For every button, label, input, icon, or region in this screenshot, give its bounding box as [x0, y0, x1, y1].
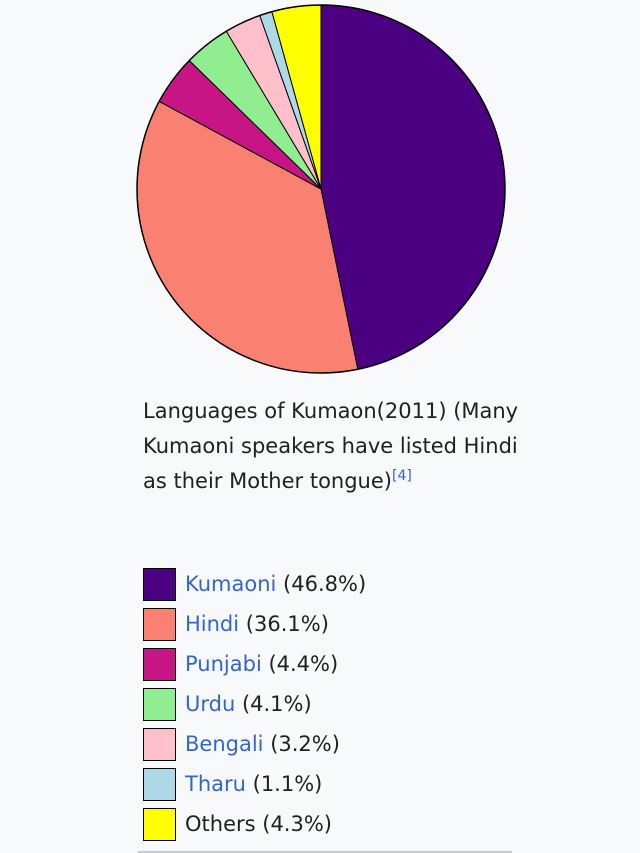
- legend-label-link[interactable]: Tharu: [185, 772, 246, 796]
- legend-swatch: [143, 767, 176, 801]
- citation-link[interactable]: [4]: [391, 468, 412, 484]
- pie-outline: [136, 4, 506, 374]
- legend-value: (4.3%): [255, 812, 332, 836]
- legend-value: (36.1%): [239, 612, 329, 636]
- legend-text: Kumaoni (46.8%): [185, 572, 366, 596]
- legend-label-link[interactable]: Bengali: [185, 732, 264, 756]
- legend-label-link[interactable]: Hindi: [185, 612, 240, 636]
- legend-swatch: [143, 807, 176, 841]
- legend-swatch: [143, 567, 176, 601]
- legend-item-tharu: Tharu (1.1%): [143, 764, 523, 804]
- legend-value: (1.1%): [245, 772, 323, 796]
- legend-swatch: [143, 687, 176, 721]
- legend-label-link[interactable]: Urdu: [185, 692, 236, 716]
- legend-value: (4.4%): [261, 652, 339, 676]
- legend-swatch: [143, 647, 176, 681]
- legend-value: (3.2%): [263, 732, 340, 756]
- legend-item-punjabi: Punjabi (4.4%): [143, 644, 523, 684]
- chart-caption: Languages of Kumaon(2011) (Many Kumaoni …: [143, 394, 523, 499]
- legend-item-bengali: Bengali (3.2%): [143, 724, 523, 764]
- chart-legend: Kumaoni (46.8%) Hindi (36.1%) Punjabi (4.4…: [143, 564, 523, 844]
- legend-item-kumaoni: Kumaoni (46.8%): [143, 564, 523, 604]
- legend-item-urdu: Urdu (4.1%): [143, 684, 523, 724]
- legend-swatch: [143, 727, 176, 761]
- legend-label-link[interactable]: Kumaoni: [185, 572, 277, 596]
- pie-slice-kumaoni: [320, 4, 506, 370]
- legend-value: (46.8%): [276, 572, 367, 596]
- legend-text: Others (4.3%): [185, 812, 332, 836]
- pie-chart: [136, 4, 506, 374]
- caption-text: Languages of Kumaon(2011) (Many Kumaoni …: [143, 399, 519, 493]
- legend-item-hindi: Hindi (36.1%): [143, 604, 523, 644]
- legend-item-others: Others (4.3%): [143, 804, 523, 844]
- legend-text: Bengali (3.2%): [185, 732, 340, 756]
- legend-text: Tharu (1.1%): [185, 772, 322, 796]
- divider: [138, 851, 512, 853]
- legend-label: Others: [185, 812, 256, 836]
- legend-value: (4.1%): [235, 692, 312, 716]
- legend-text: Hindi (36.1%): [185, 612, 329, 636]
- legend-text: Urdu (4.1%): [185, 692, 312, 716]
- legend-label-link[interactable]: Punjabi: [185, 652, 262, 676]
- legend-swatch: [143, 607, 176, 641]
- legend-text: Punjabi (4.4%): [185, 652, 338, 676]
